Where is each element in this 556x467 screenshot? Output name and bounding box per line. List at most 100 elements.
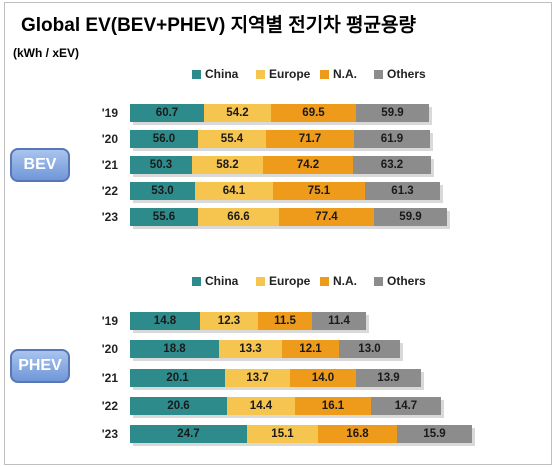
data-label: 11.4	[328, 315, 350, 327]
bar-segment: 11.5	[258, 312, 312, 330]
legend-label: Others	[387, 67, 426, 81]
legend-label: Europe	[269, 274, 311, 288]
bar-segment: 15.9	[397, 425, 472, 443]
year-label: '21	[101, 371, 118, 385]
year-label: '19	[101, 106, 118, 120]
phev-badge: PHEV	[10, 349, 70, 383]
data-label: 55.4	[220, 133, 244, 145]
data-label: 66.6	[227, 211, 250, 223]
bar-segment: 59.9	[374, 208, 447, 226]
legend-item: China	[192, 67, 238, 81]
legend-swatch	[320, 276, 329, 286]
bar-segment: 59.9	[356, 104, 429, 122]
data-label: 24.7	[177, 428, 200, 440]
year-label: '19	[101, 314, 118, 328]
data-label: 16.8	[346, 428, 369, 440]
year-label: '20	[101, 342, 118, 356]
data-label: 74.2	[296, 159, 320, 171]
data-label: 64.1	[222, 185, 246, 197]
bar-segment: 16.8	[318, 425, 397, 443]
data-label: 20.1	[166, 372, 189, 384]
bar-segment: 63.2	[353, 156, 431, 174]
bar-segment: 56.0	[130, 130, 198, 148]
data-label: 63.2	[380, 159, 404, 171]
legend-label: N.A.	[333, 67, 357, 81]
bar-segment: 61.3	[365, 182, 440, 200]
data-label: 16.1	[321, 400, 345, 412]
legend-swatch	[256, 276, 265, 286]
bar-segment: 69.5	[271, 104, 356, 122]
data-label: 53.0	[151, 185, 174, 197]
bar-segment: 14.0	[290, 369, 356, 387]
bar-segment: 60.7	[130, 104, 204, 122]
legend-label: China	[205, 274, 239, 288]
bev-legend: China Europe N.A. Others	[192, 67, 452, 83]
year-label: '22	[101, 184, 118, 198]
data-label: 18.8	[163, 343, 186, 355]
data-label: 12.1	[299, 343, 322, 355]
data-label: 13.9	[377, 372, 400, 384]
bar-segment: 18.8	[130, 340, 219, 358]
legend-swatch	[374, 69, 383, 79]
bar-segment: 14.7	[371, 397, 441, 415]
bar-segment: 13.9	[356, 369, 421, 387]
legend-label: Europe	[269, 67, 311, 81]
bar-segment: 20.1	[130, 369, 225, 387]
data-label: 50.3	[149, 159, 173, 171]
data-label: 69.5	[302, 107, 325, 119]
legend-item: Others	[374, 274, 426, 288]
data-label: 56.0	[152, 133, 176, 145]
legend-item: China	[192, 274, 238, 288]
bar-segment: 66.6	[198, 208, 279, 226]
bar-segment: 13.0	[339, 340, 400, 358]
bar-segment: 58.2	[192, 156, 263, 174]
legend-label: Others	[387, 274, 426, 288]
bar-segment: 71.7	[266, 130, 354, 148]
legend-label: China	[205, 67, 239, 81]
data-label: 14.0	[311, 372, 335, 384]
data-label: 71.7	[298, 133, 322, 145]
data-label: 11.5	[274, 315, 296, 327]
data-label: 75.1	[307, 185, 331, 197]
bar-segment: 13.7	[225, 369, 290, 387]
data-label: 13.3	[239, 343, 262, 355]
data-label: 55.6	[152, 211, 176, 223]
data-label: 54.2	[226, 107, 249, 119]
chart-title: Global EV(BEV+PHEV) 지역별 전기차 평균용량	[21, 15, 416, 36]
bar-segment: 64.1	[195, 182, 273, 200]
data-label: 12.3	[217, 315, 241, 327]
legend-swatch	[256, 69, 265, 79]
bar-segment: 16.1	[295, 397, 371, 415]
legend-item: Europe	[256, 67, 310, 81]
bar-segment: 77.4	[279, 208, 374, 226]
bar-segment: 61.9	[354, 130, 430, 148]
data-label: 20.6	[167, 400, 190, 412]
data-label: 14.8	[153, 315, 177, 327]
data-label: 77.4	[315, 211, 338, 223]
data-label: 60.7	[155, 107, 179, 119]
legend-item: Europe	[256, 274, 310, 288]
data-label: 13.0	[358, 343, 381, 355]
bar-segment: 55.6	[130, 208, 198, 226]
legend-item: N.A.	[320, 67, 357, 81]
data-label: 14.4	[249, 400, 273, 412]
bar-segment: 50.3	[130, 156, 192, 174]
unit-label: (kWh / xEV)	[13, 46, 80, 60]
year-label: '22	[101, 399, 118, 413]
bar-segment: 14.8	[130, 312, 200, 330]
bar-segment: 53.0	[130, 182, 195, 200]
legend-swatch	[320, 69, 329, 79]
legend-swatch	[192, 276, 201, 286]
legend-swatch	[192, 69, 201, 79]
bar-segment: 24.7	[130, 425, 247, 443]
year-label: '21	[101, 158, 118, 172]
bar-segment: 14.4	[227, 397, 295, 415]
bar-segment: 13.3	[219, 340, 282, 358]
data-label: 61.9	[380, 133, 404, 145]
bar-segment: 54.2	[204, 104, 271, 122]
data-label: 14.7	[394, 400, 418, 412]
legend-item: N.A.	[320, 274, 357, 288]
year-label: '20	[101, 132, 118, 146]
bar-segment: 11.4	[312, 312, 366, 330]
year-label: '23	[101, 210, 118, 224]
